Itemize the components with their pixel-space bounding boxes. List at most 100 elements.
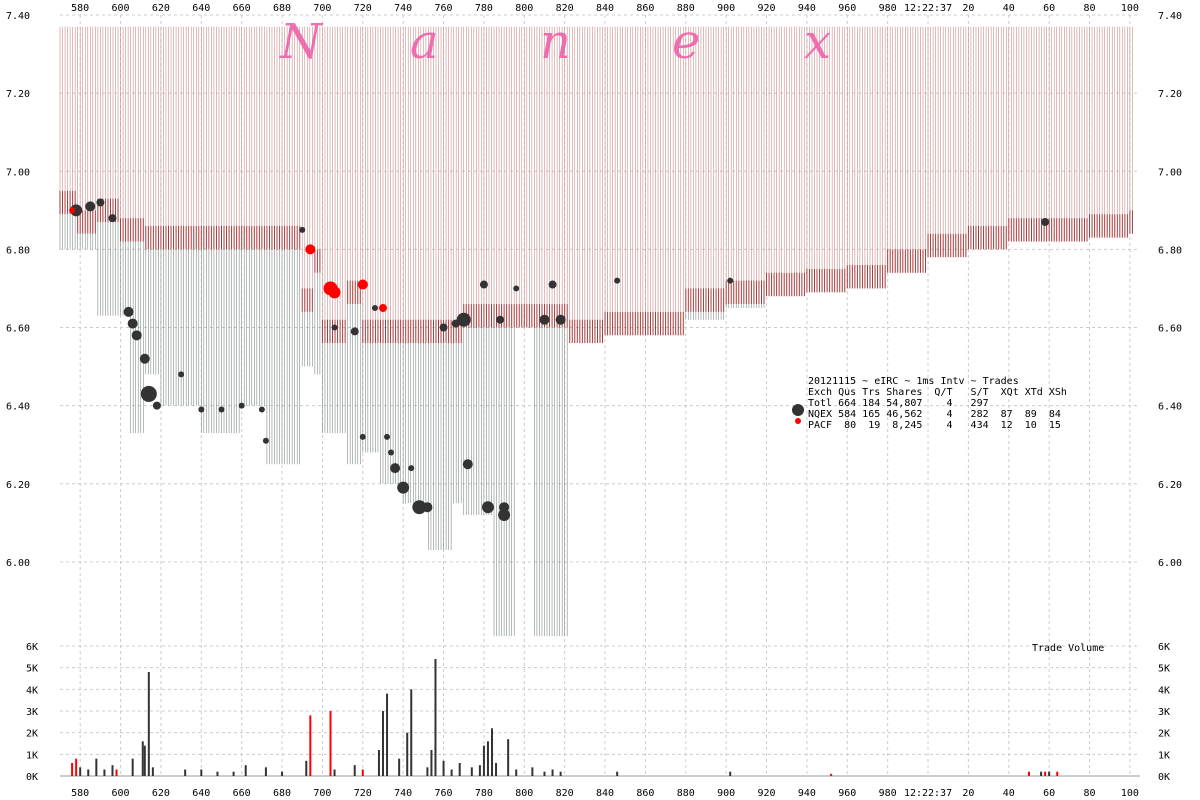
x-tick-label-bottom: 940 xyxy=(798,788,816,799)
x-tick-label-bottom: 980 xyxy=(879,788,897,799)
x-tick-label-bottom: 580 xyxy=(71,788,89,799)
nqex-volume-bar xyxy=(478,765,481,776)
nqex-volume-bar xyxy=(386,693,389,776)
watermark-letter-n: N xyxy=(279,14,324,70)
x-tick-label-top: 660 xyxy=(233,3,251,14)
price-tick-label-right: 6.80 xyxy=(1158,245,1182,256)
x-tick-label-top: 940 xyxy=(798,3,816,14)
nqex-volume-bar xyxy=(184,769,187,776)
axis-labels: 580 580 600 600 620 620 640 640 660 660 680 680 700 7… xyxy=(6,3,1182,799)
x-tick-label-bottom: 760 xyxy=(435,788,453,799)
x-tick-label-top: 900 xyxy=(717,3,735,14)
x-tick-label-bottom: 900 xyxy=(717,788,735,799)
nqex-trade-point xyxy=(727,277,734,284)
nqex-trade-point xyxy=(1041,218,1050,227)
nqex-volume-bar xyxy=(377,750,380,776)
volume-tick-label-right: 5K xyxy=(1158,664,1170,675)
pacf-volume-bar xyxy=(1044,771,1047,776)
x-tick-label-bottom: 620 xyxy=(152,788,170,799)
nqex-volume-bar xyxy=(482,745,485,776)
volume-tick-label-left: 1K xyxy=(26,750,38,761)
x-tick-label-bottom: 720 xyxy=(354,788,372,799)
nqex-volume-bar xyxy=(531,767,534,776)
volume-tick-label-right: 0K xyxy=(1158,772,1170,783)
x-tick-label-bottom: 740 xyxy=(394,788,412,799)
x-tick-label-top: 740 xyxy=(394,3,412,14)
nqex-trade-point xyxy=(350,327,359,336)
nqex-volume-bar xyxy=(543,771,546,776)
price-tick-label-left: 6.00 xyxy=(6,558,30,569)
stats-row-pacf: PACF 80 19 8,245 4 434 12 10 15 xyxy=(808,420,1061,431)
nqex-trade-point xyxy=(614,277,621,284)
watermark-letter-n2: n xyxy=(540,14,571,70)
x-tick-label-bottom: 80 xyxy=(1084,788,1096,799)
volume-tick-label-right: 4K xyxy=(1158,685,1170,696)
volume-bars xyxy=(71,659,1059,776)
x-tick-label-bottom: 640 xyxy=(192,788,210,799)
nqex-volume-bar xyxy=(103,769,106,776)
price-tick-label-left: 6.60 xyxy=(6,324,30,335)
price-tick-label-right: 6.60 xyxy=(1158,324,1182,335)
nqex-trade-point xyxy=(408,465,415,472)
nqex-volume-bar xyxy=(232,771,235,776)
nqex-volume-bar xyxy=(430,750,433,776)
nqex-volume-bar xyxy=(551,769,554,776)
nqex-volume-bar xyxy=(491,728,493,776)
nqex-volume-bar xyxy=(486,741,489,776)
volume-tick-label-left: 4K xyxy=(26,685,38,696)
pacf-trade-point xyxy=(69,207,76,214)
pacf-volume-bar xyxy=(71,763,74,776)
nqex-volume-bar xyxy=(559,771,562,776)
price-tick-label-right: 6.20 xyxy=(1158,480,1182,491)
volume-tick-label-right: 6K xyxy=(1158,642,1170,653)
price-tick-label-right: 6.40 xyxy=(1158,402,1182,413)
x-tick-label-bottom: 40 xyxy=(1003,788,1015,799)
x-tick-label-bottom: 660 xyxy=(233,788,251,799)
x-tick-label-bottom: 700 xyxy=(313,788,331,799)
nqex-volume-bar xyxy=(729,771,732,776)
x-tick-label-top: 600 xyxy=(112,3,130,14)
nqex-volume-bar xyxy=(111,765,114,776)
nqex-volume-bar xyxy=(281,771,284,776)
pacf-volume-bar xyxy=(361,769,364,776)
nqex-volume-bar xyxy=(381,711,384,776)
x-tick-label-bottom: 820 xyxy=(556,788,574,799)
price-tick-label-left: 7.20 xyxy=(6,89,30,100)
nqex-trade-point xyxy=(139,353,150,364)
nqex-trade-point xyxy=(456,312,471,327)
nqex-volume-bar xyxy=(470,767,473,776)
nqex-trade-point xyxy=(462,459,473,470)
nqex-legend-marker xyxy=(792,404,804,416)
nqex-trade-point xyxy=(238,402,245,409)
nqex-trade-point xyxy=(70,204,83,217)
nqex-volume-bar xyxy=(495,763,498,776)
x-tick-label-top: 580 xyxy=(71,3,89,14)
pacf-volume-bar xyxy=(115,769,118,776)
volume-tick-label-left: 0K xyxy=(26,772,38,783)
nanex-watermark: N a n e x xyxy=(279,14,831,70)
price-tick-label-left: 6.40 xyxy=(6,402,30,413)
nqex-trade-point xyxy=(555,314,566,325)
nqex-trade-point xyxy=(513,285,520,292)
pacf-trade-point xyxy=(328,286,341,299)
x-tick-label-top: 800 xyxy=(515,3,533,14)
x-tick-label-top: 640 xyxy=(192,3,210,14)
x-tick-label-top: 920 xyxy=(758,3,776,14)
nqex-volume-bar xyxy=(141,741,144,776)
x-tick-label-top: 40 xyxy=(1003,3,1015,14)
nqex-volume-bar xyxy=(151,767,154,776)
x-tick-label-top: 880 xyxy=(677,3,695,14)
nqex-trade-point xyxy=(390,463,401,474)
nqex-volume-bar xyxy=(1048,771,1051,776)
nqex-trade-point xyxy=(422,502,433,513)
nqex-volume-bar xyxy=(410,689,413,776)
price-tick-label-left: 6.80 xyxy=(6,245,30,256)
pacf-trade-point xyxy=(378,303,387,312)
nqex-trade-point xyxy=(539,314,550,325)
x-tick-label-bottom: 680 xyxy=(273,788,291,799)
pacf-volume-bar xyxy=(1056,771,1059,776)
pacf-volume-bar xyxy=(329,711,332,776)
x-tick-label-bottom: 960 xyxy=(838,788,856,799)
x-tick-label-top: 720 xyxy=(354,3,372,14)
